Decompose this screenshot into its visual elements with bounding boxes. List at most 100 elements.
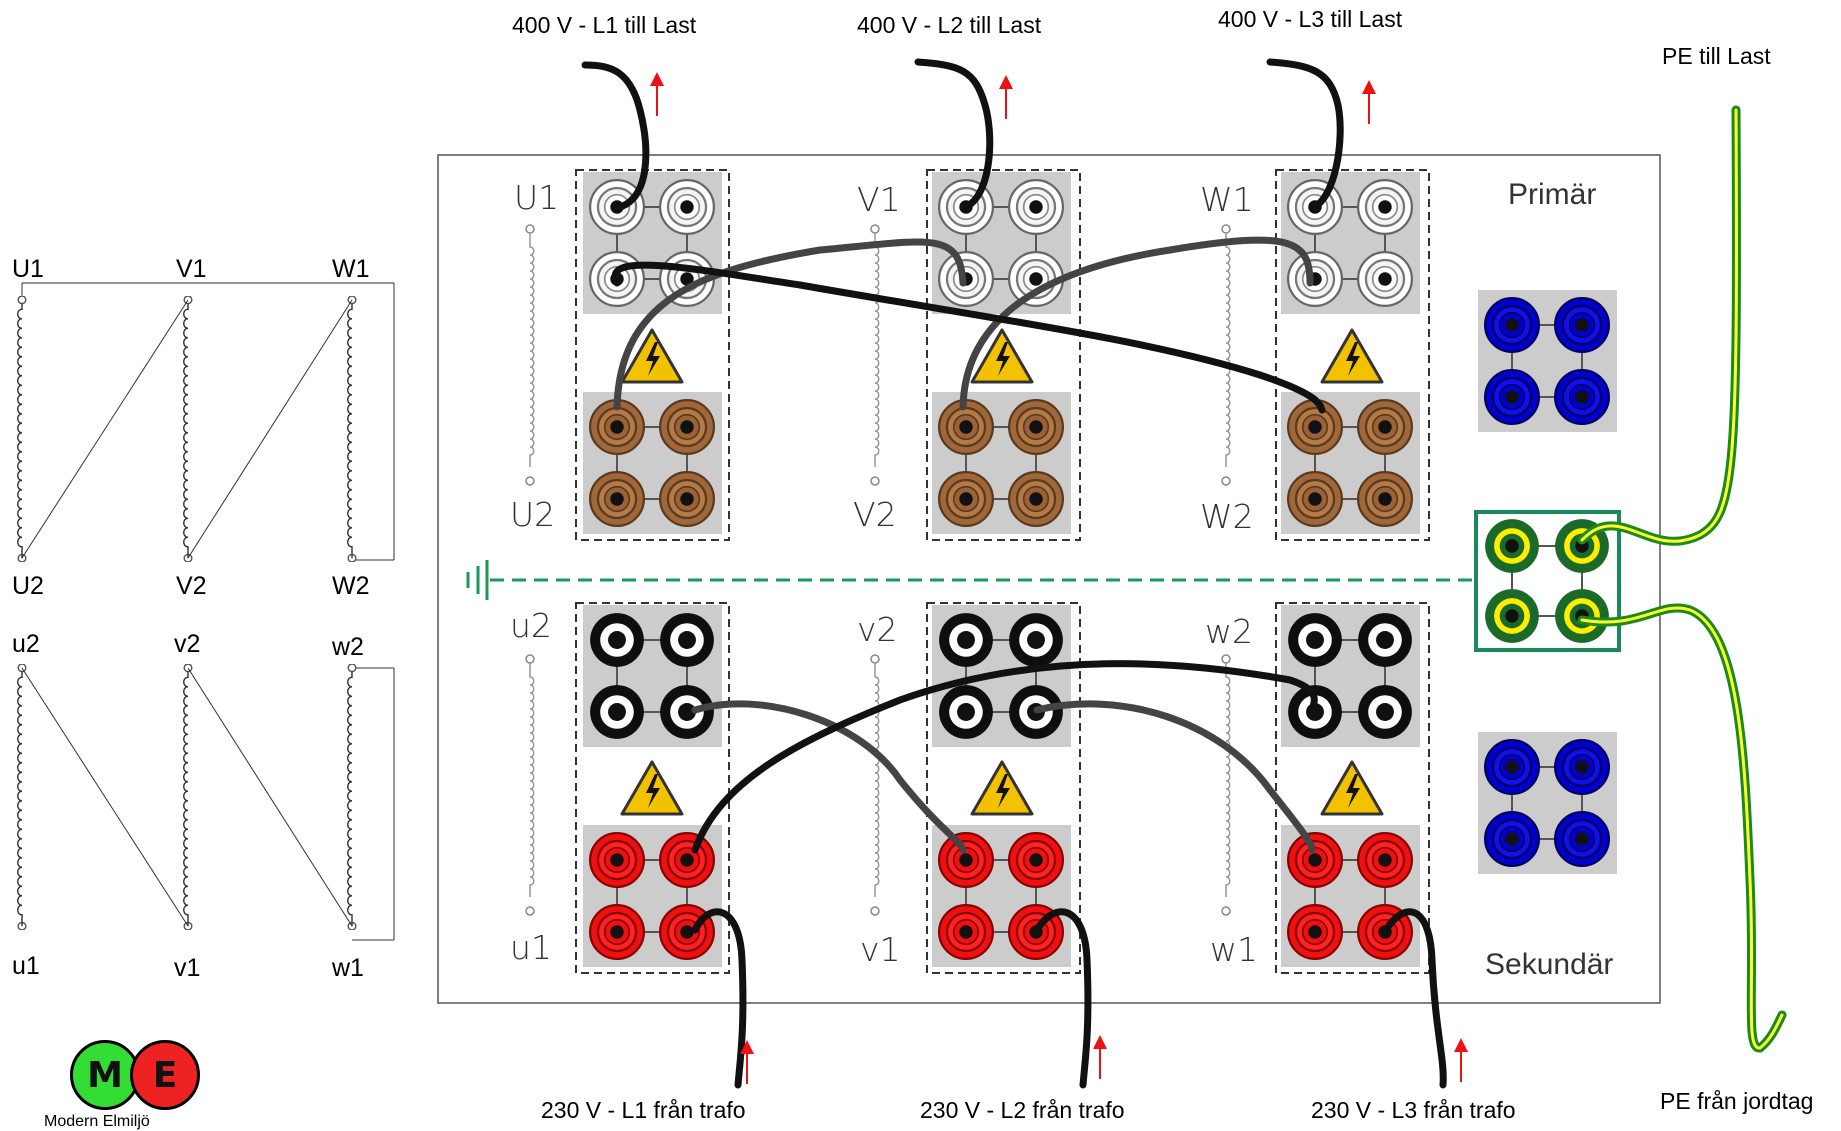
coil-W [346,296,357,562]
jack-socket-icon[interactable] [1485,519,1539,573]
jack-socket-icon[interactable] [1287,904,1343,960]
coil-w [346,664,357,930]
primary-neutral-block-U [583,392,722,534]
primary-group-V [926,169,1081,541]
jack-socket-icon[interactable] [659,471,715,527]
primary-group-W [1275,169,1430,541]
jack-socket-icon[interactable] [938,832,994,888]
primary-delta-schematic [16,282,395,562]
coil-U [16,296,27,562]
label-pe-ground: PE från jordtag [1660,1088,1814,1114]
jack-socket-icon[interactable] [1484,739,1540,795]
label-pe-load: PE till Last [1662,43,1771,69]
jack-socket-icon[interactable] [938,471,994,527]
jack-socket-icon[interactable] [1484,811,1540,867]
primary-terminal-block-W [1281,172,1420,314]
jack-socket-icon[interactable] [1357,399,1413,455]
jack-socket-icon[interactable] [1554,739,1610,795]
schematic-label-v2: v2 [174,630,201,658]
neutral-terminal-block-2 [1478,732,1617,874]
winding-label-v1: v1 [860,930,901,969]
primary-neutral-block-W [1281,392,1420,534]
schematic-label-w1: w1 [332,954,364,982]
winding-label-w1: w1 [1210,930,1258,969]
jack-socket-icon[interactable] [1554,369,1610,425]
label-l3-trafo: 230 V - L3 från trafo [1311,1097,1516,1123]
schematic-label-W1: W1 [332,255,370,283]
jack-socket-icon[interactable] [590,613,644,667]
coil-v [182,664,193,930]
jack-socket-icon[interactable] [1484,369,1540,425]
jack-socket-icon[interactable] [1358,613,1412,667]
jack-socket-icon[interactable] [1357,251,1413,307]
jack-socket-icon[interactable] [589,904,645,960]
delta-star-schematic [16,282,395,941]
jack-socket-icon[interactable] [1008,471,1064,527]
secondary-group-u [575,602,730,974]
jack-socket-icon[interactable] [589,471,645,527]
secondary-terminal-block-u [583,605,722,747]
jack-socket-icon[interactable] [938,904,994,960]
cable-l2-load [914,58,994,212]
jack-socket-icon[interactable] [659,179,715,235]
winding-label-V2: V2 [853,495,897,534]
coil-V [182,296,193,562]
jack-socket-icon[interactable] [589,832,645,888]
cable-l2-trafo [1033,908,1092,1089]
jack-socket-icon[interactable] [660,685,714,739]
secondary-label: Sekundär [1485,948,1614,981]
arrow-up-icon [650,72,664,116]
primary-neutral-block-V [932,392,1071,534]
schematic-label-v1: v1 [174,954,201,982]
neutral-terminal-block-1 [1478,290,1617,432]
secondary-terminal-block-w [1281,605,1420,747]
jack-socket-icon[interactable] [660,613,714,667]
secondary-line-block-u [583,825,722,967]
cable-link [959,236,1314,411]
jack-socket-icon[interactable] [1357,832,1413,888]
jack-socket-icon[interactable] [939,613,993,667]
cable-link [613,238,967,411]
company-logo: M E Modern Elmiljö [44,1040,200,1130]
jack-socket-icon[interactable] [1288,613,1342,667]
primary-group-U [575,169,730,541]
cable-star [691,700,967,854]
arrow-up-icon [1454,1038,1468,1082]
logo-e: E [130,1040,200,1110]
coil-u [16,664,27,930]
secondary-group-v [926,602,1081,974]
jack-socket-icon[interactable] [659,832,715,888]
winding-label-U2: U2 [510,495,556,534]
jack-socket-icon[interactable] [1484,297,1540,353]
jack-socket-icon[interactable] [1008,179,1064,235]
jack-socket-icon[interactable] [1287,251,1343,307]
jack-socket-icon[interactable] [1357,471,1413,527]
primary-terminal-block-U [583,172,722,314]
label-l1-trafo: 230 V - L1 från trafo [541,1097,746,1123]
arrow-up-icon [999,75,1013,119]
jack-socket-icon[interactable] [659,399,715,455]
jack-socket-icon[interactable] [1287,471,1343,527]
jack-socket-icon[interactable] [1009,613,1063,667]
secondary-group-w [1275,602,1430,974]
winding-label-U1: U1 [514,178,560,217]
jack-socket-icon[interactable] [1287,399,1343,455]
label-l2-load: 400 V - L2 till Last [857,12,1042,38]
jack-socket-icon[interactable] [1357,179,1413,235]
secondary-line-block-v [932,825,1071,967]
cable-l1-trafo [691,908,747,1089]
jack-socket-icon[interactable] [590,685,644,739]
jack-socket-icon[interactable] [1554,297,1610,353]
jack-socket-icon[interactable] [1008,399,1064,455]
jack-socket-icon[interactable] [1008,832,1064,888]
jack-socket-icon[interactable] [1358,685,1412,739]
jack-socket-icon[interactable] [1554,811,1610,867]
jack-socket-icon[interactable] [1485,589,1539,643]
jack-socket-icon[interactable] [1287,832,1343,888]
jack-socket-icon[interactable] [939,685,993,739]
schematic-label-u1: u1 [12,952,40,980]
label-l2-trafo: 230 V - L2 från trafo [920,1097,1125,1123]
label-l3-load: 400 V - L3 till Last [1218,6,1403,32]
winding-label-u1: u1 [510,928,552,967]
